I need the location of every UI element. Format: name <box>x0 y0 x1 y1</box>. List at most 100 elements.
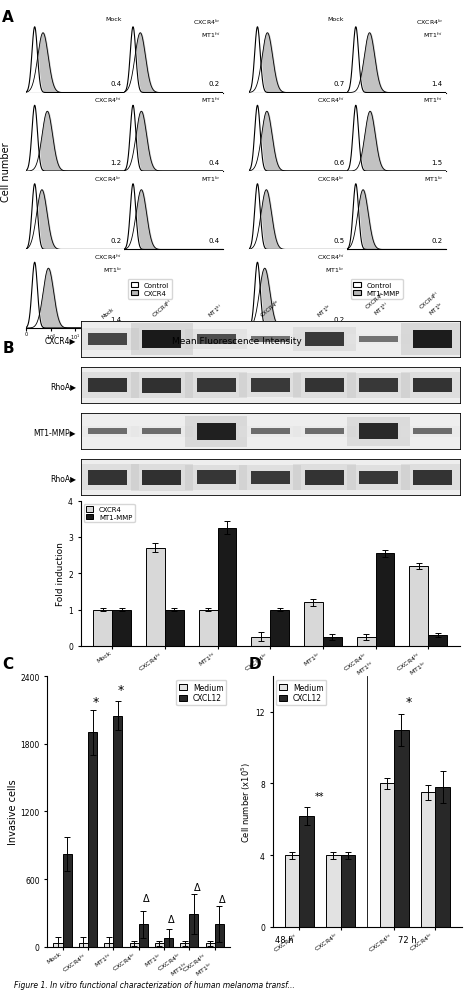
Text: CXCR4$^{hi}$
MT1$^{lo}$: CXCR4$^{hi}$ MT1$^{lo}$ <box>417 289 448 320</box>
Bar <box>131 373 193 399</box>
Bar <box>129 944 138 947</box>
Text: Cell number: Cell number <box>0 142 11 201</box>
Bar <box>359 379 398 393</box>
Text: 0.4: 0.4 <box>110 81 121 87</box>
Bar <box>189 914 199 947</box>
Text: 0.2: 0.2 <box>110 238 121 243</box>
Text: CXCR4$^{hi}$: CXCR4$^{hi}$ <box>317 253 344 262</box>
Text: CXCR4$^{lo}$: CXCR4$^{lo}$ <box>416 17 443 27</box>
Bar <box>199 610 218 646</box>
Text: CXCR4$^{lo}$: CXCR4$^{lo}$ <box>94 174 121 183</box>
Bar <box>347 335 410 345</box>
Text: MT1$^{hi}$: MT1$^{hi}$ <box>201 96 220 105</box>
Bar <box>413 331 452 349</box>
Bar <box>54 944 63 947</box>
Bar <box>293 465 356 491</box>
Bar <box>347 418 410 446</box>
Legend: Medium, CXCL12: Medium, CXCL12 <box>276 680 326 705</box>
Bar <box>251 337 290 343</box>
Bar <box>251 379 290 393</box>
Bar <box>251 637 270 646</box>
Bar <box>375 554 394 646</box>
Text: CXCR4▶: CXCR4▶ <box>45 336 76 344</box>
Bar <box>142 429 182 435</box>
Text: CXCR4$^{hi}$: CXCR4$^{hi}$ <box>94 96 121 105</box>
Bar <box>218 528 237 646</box>
Bar <box>270 610 289 646</box>
Bar <box>435 788 450 927</box>
Y-axis label: Cell number (x10$^5$): Cell number (x10$^5$) <box>239 762 253 842</box>
Bar <box>142 379 182 393</box>
Bar <box>164 938 173 947</box>
Legend: Control, MT1-MMP: Control, MT1-MMP <box>351 280 403 300</box>
Bar <box>293 426 356 438</box>
Text: CXCR4$^{lo}$
MT1$^{hi}$: CXCR4$^{lo}$ MT1$^{hi}$ <box>363 289 394 320</box>
Text: MT1$^{hi}$: MT1$^{hi}$ <box>423 96 443 105</box>
Bar <box>180 944 189 947</box>
Text: 0.2: 0.2 <box>209 81 220 87</box>
Bar <box>340 856 355 927</box>
Bar <box>142 331 182 349</box>
Text: Δ: Δ <box>219 894 226 904</box>
Bar <box>239 335 301 345</box>
Text: Δ: Δ <box>193 882 200 892</box>
Bar <box>401 373 464 399</box>
Text: 48 h: 48 h <box>275 935 294 944</box>
Bar <box>413 471 452 485</box>
Text: Mock: Mock <box>100 307 115 320</box>
Text: 0.4: 0.4 <box>209 159 220 165</box>
Bar <box>142 471 182 485</box>
Bar <box>79 944 88 947</box>
Bar <box>305 333 344 347</box>
Bar <box>131 426 193 438</box>
Bar <box>206 944 215 947</box>
Bar <box>293 373 356 399</box>
Bar <box>185 465 247 491</box>
Bar <box>239 374 301 398</box>
Text: 72 h: 72 h <box>398 935 416 944</box>
Bar <box>413 379 452 393</box>
Bar <box>76 373 139 399</box>
Bar <box>165 610 184 646</box>
Bar <box>413 429 452 435</box>
Text: Mean Fluorescence Intensity: Mean Fluorescence Intensity <box>172 337 302 346</box>
Bar <box>131 465 193 491</box>
Text: 0.7: 0.7 <box>333 81 344 87</box>
Bar <box>326 856 340 927</box>
Bar <box>197 335 236 345</box>
Bar <box>88 471 127 485</box>
Bar <box>401 324 464 356</box>
Text: MT1-MMP▶: MT1-MMP▶ <box>33 428 76 436</box>
Bar <box>88 334 127 346</box>
Bar <box>185 417 247 447</box>
Y-axis label: Fold induction: Fold induction <box>56 542 65 605</box>
Text: A: A <box>2 10 14 25</box>
Y-axis label: Invasive cells: Invasive cells <box>8 779 18 845</box>
Text: 1.5: 1.5 <box>431 159 443 165</box>
Bar <box>197 423 236 441</box>
Text: Δ: Δ <box>143 893 150 903</box>
Bar <box>359 337 398 343</box>
Bar <box>305 429 344 435</box>
Bar <box>359 471 398 485</box>
Text: MT1$^{hi}$: MT1$^{hi}$ <box>423 31 443 40</box>
Text: MT1$^{hi}$: MT1$^{hi}$ <box>207 302 226 320</box>
Text: *: * <box>405 695 412 708</box>
Text: MT1$^{lo}$: MT1$^{lo}$ <box>325 266 344 276</box>
Bar <box>285 856 300 927</box>
Bar <box>185 373 247 399</box>
Bar <box>88 732 97 947</box>
Bar <box>113 715 122 947</box>
Text: 0.6: 0.6 <box>333 159 344 165</box>
Bar <box>215 924 224 947</box>
Bar <box>359 424 398 440</box>
Bar <box>251 429 290 435</box>
Bar <box>88 379 127 393</box>
Text: Figure 1. In vitro functional characterization of human melanoma transf...: Figure 1. In vitro functional characteri… <box>14 980 295 989</box>
Text: 0.4: 0.4 <box>209 238 220 243</box>
Text: CXCR4$^{lo}$: CXCR4$^{lo}$ <box>258 297 283 320</box>
Legend: Control, CXCR4: Control, CXCR4 <box>128 280 172 300</box>
Bar <box>131 324 193 356</box>
Text: CXCR4$^{hi}$: CXCR4$^{hi}$ <box>149 297 174 320</box>
Text: RhoA▶: RhoA▶ <box>50 474 76 482</box>
